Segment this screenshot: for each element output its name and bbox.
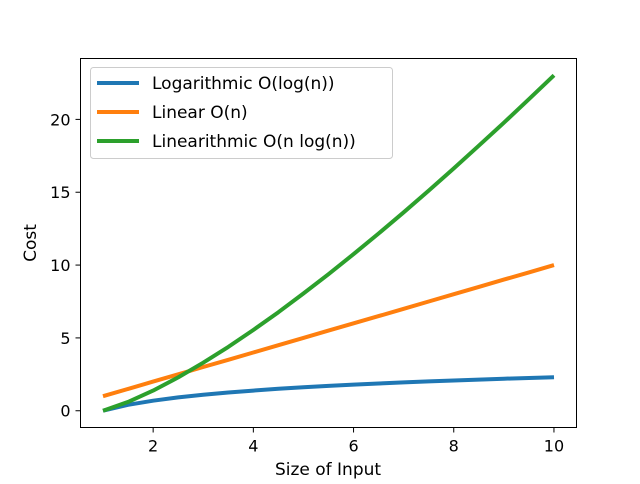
y-tick-label: 0 <box>60 402 70 421</box>
x-tick-label: 10 <box>544 437 564 456</box>
legend-label-2: Linearithmic O(n log(n)) <box>152 132 356 152</box>
x-tick-label: 4 <box>248 437 258 456</box>
y-tick-label: 5 <box>60 329 70 348</box>
plot-frame <box>80 58 577 428</box>
series-layer <box>102 73 556 413</box>
legend-label-1: Linear O(n) <box>152 103 248 123</box>
ticks-layer: 2 4 6 8 10 0 5 10 15 20 <box>50 110 564 455</box>
legend: Logarithmic O(log(n)) Linear O(n) Linearit… <box>90 67 393 159</box>
legend-label-0: Logarithmic O(log(n)) <box>152 74 335 94</box>
y-tick-label: 20 <box>50 110 70 129</box>
series-line-2 <box>102 73 556 413</box>
x-tick-label: 6 <box>348 437 358 456</box>
y-tick-label: 10 <box>50 256 70 275</box>
series-line-0 <box>102 375 555 413</box>
x-tick-label: 8 <box>449 437 459 456</box>
y-tick-label: 15 <box>50 183 70 202</box>
x-axis-label: Size of Input <box>275 460 381 480</box>
y-axis-label: Cost <box>21 224 41 262</box>
legend-box <box>90 67 393 159</box>
x-tick-label: 2 <box>148 437 158 456</box>
series-line-1 <box>102 263 555 399</box>
